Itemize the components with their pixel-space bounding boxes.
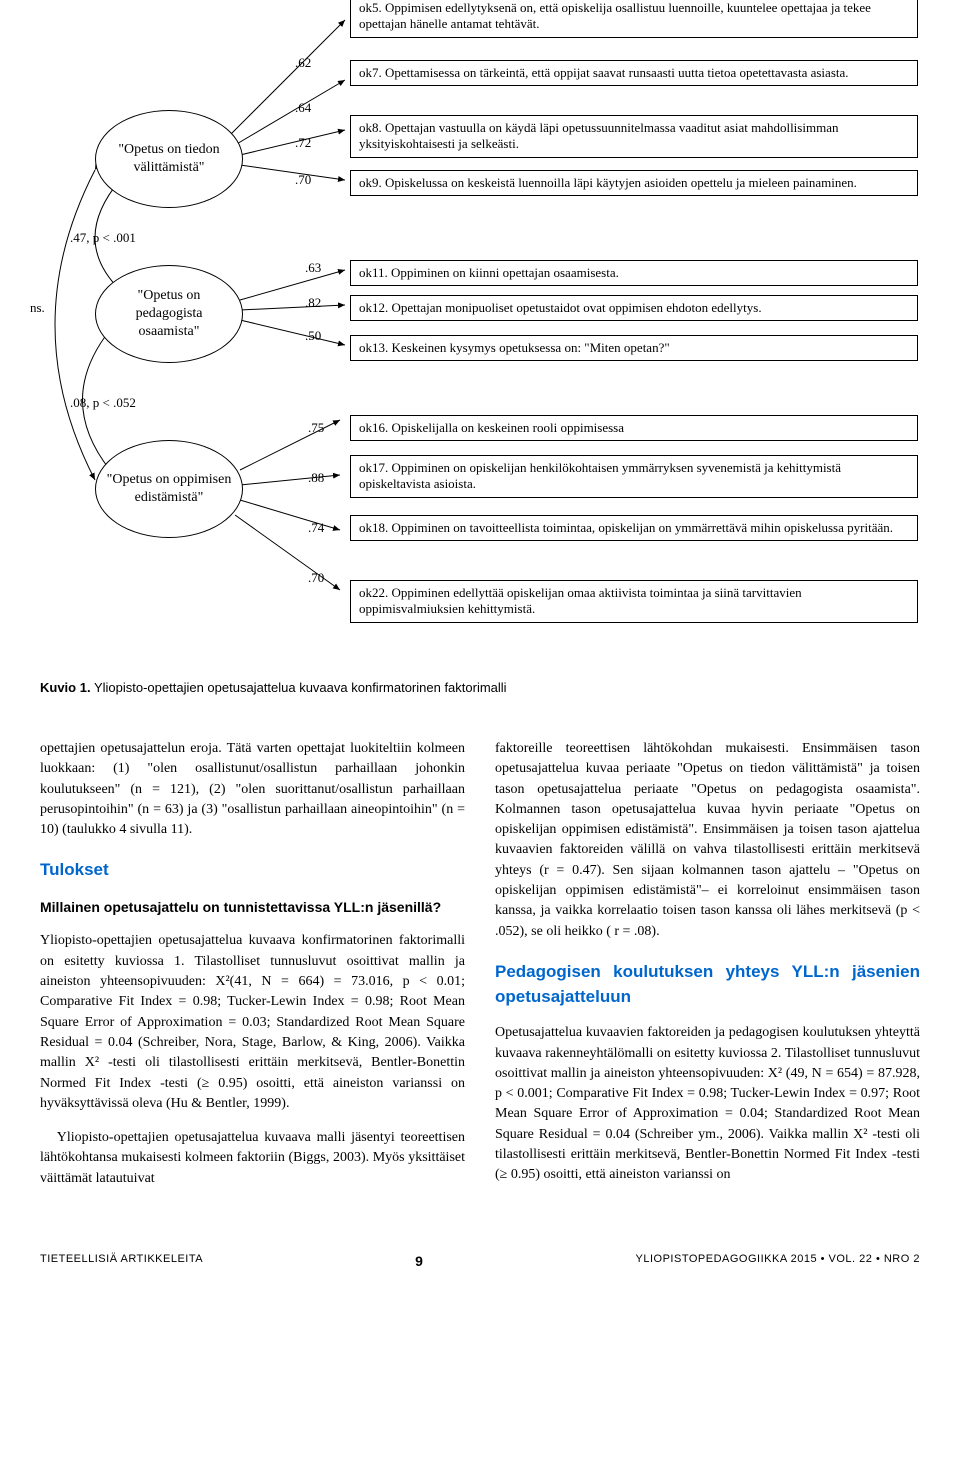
- footer-left: TIETEELLISIÄ ARTIKKELEITA: [40, 1253, 203, 1269]
- item-ok18: ok18. Oppiminen on tavoitteellista toimi…: [350, 515, 918, 541]
- item-ok12: ok12. Opettajan monipuoliset opetustaido…: [350, 295, 918, 321]
- item-ok22: ok22. Oppiminen edellyttää opiskelijan o…: [350, 580, 918, 623]
- loading: .74: [308, 520, 324, 536]
- loading: .70: [295, 172, 311, 188]
- paragraph: Opetusajattelua kuvaavien faktoreiden ja…: [495, 1023, 920, 1185]
- loading: .64: [295, 100, 311, 116]
- footer-pagenum: 9: [415, 1253, 423, 1269]
- loading: .70: [308, 570, 324, 586]
- subheading: Millainen opetusajattelu on tunnistettav…: [40, 897, 465, 917]
- paragraph: Yliopisto-opettajien opetusajattelua kuv…: [40, 931, 465, 1114]
- corr-23: .08, p < .052: [70, 395, 136, 411]
- caption-bold: Kuvio 1.: [40, 680, 91, 695]
- factor-2: "Opetus on pedagogista osaamista": [95, 265, 243, 363]
- item-ok13: ok13. Keskeinen kysymys opetuksessa on: …: [350, 335, 918, 361]
- item-ok11: ok11. Oppiminen on kiinni opettajan osaa…: [350, 260, 918, 286]
- loading: .88: [308, 470, 324, 486]
- loading: .63: [305, 260, 321, 276]
- item-ok9: ok9. Opiskelussa on keskeistä luennoilla…: [350, 170, 918, 196]
- paragraph: opettajien opetusajattelun eroja. Tätä v…: [40, 739, 465, 840]
- figure-caption: Kuvio 1. Yliopisto-opettajien opetusajat…: [40, 680, 920, 695]
- item-ok16: ok16. Opiskelijalla on keskeinen rooli o…: [350, 415, 918, 441]
- item-ok7: ok7. Opettamisessa on tärkeintä, että op…: [350, 60, 918, 86]
- loading: .50: [305, 328, 321, 344]
- item-ok8: ok8. Opettajan vastuulla on käydä läpi o…: [350, 115, 918, 158]
- left-column: opettajien opetusajattelun eroja. Tätä v…: [40, 725, 465, 1203]
- item-ok17: ok17. Oppiminen on opiskelijan henkilöko…: [350, 455, 918, 498]
- loading: .75: [308, 420, 324, 436]
- caption-text: Yliopisto-opettajien opetusajattelua kuv…: [91, 680, 507, 695]
- right-column: faktoreille teoreettisen lähtökohdan muk…: [495, 725, 920, 1203]
- corr-13: ns.: [30, 300, 45, 316]
- footer-right: YLIOPISTOPEDAGOGIIKKA 2015 • VOL. 22 • N…: [636, 1253, 920, 1269]
- factor-1: "Opetus on tiedon välittämistä": [95, 110, 243, 208]
- section-heading-tulokset: Tulokset: [40, 858, 465, 883]
- item-ok5: ok5. Oppimisen edellytyksenä on, että op…: [350, 0, 918, 38]
- paragraph: faktoreille teoreettisen lähtökohdan muk…: [495, 739, 920, 942]
- page-footer: TIETEELLISIÄ ARTIKKELEITA 9 YLIOPISTOPED…: [40, 1243, 920, 1269]
- loading: .72: [295, 135, 311, 151]
- factor-diagram: "Opetus on tiedon välittämistä" "Opetus …: [40, 0, 920, 660]
- section-heading-pedagogisen: Pedagogisen koulutuksen yhteys YLL:n jäs…: [495, 960, 920, 1009]
- corr-12: .47, p < .001: [70, 230, 136, 246]
- body-columns: opettajien opetusajattelun eroja. Tätä v…: [40, 725, 920, 1203]
- factor-3: "Opetus on oppimisen edistämistä": [95, 440, 243, 538]
- loading: .62: [295, 55, 311, 71]
- loading: .82: [305, 295, 321, 311]
- paragraph: Yliopisto-opettajien opetusajattelua kuv…: [40, 1128, 465, 1189]
